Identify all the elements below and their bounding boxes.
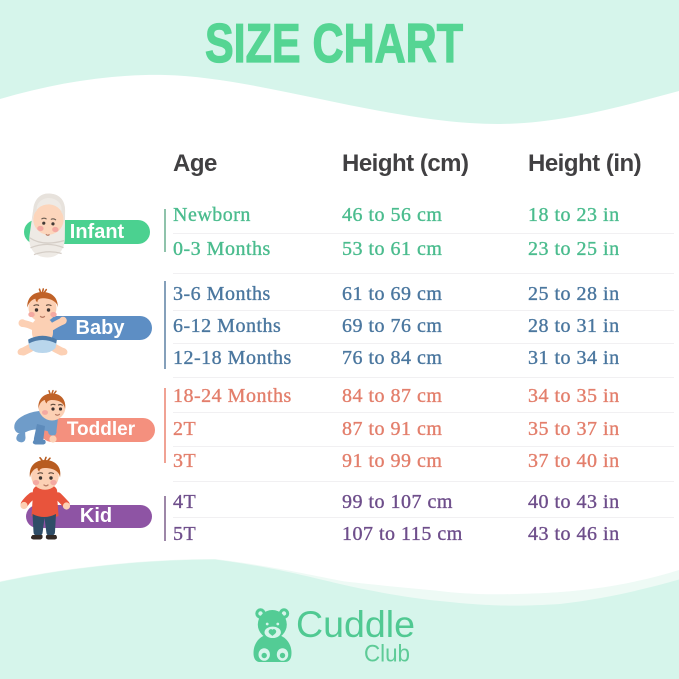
svg-text:SIZE CHART: SIZE CHART (205, 12, 463, 74)
svg-text:Cuddle: Cuddle (296, 604, 415, 645)
svg-text:Club: Club (364, 641, 410, 668)
